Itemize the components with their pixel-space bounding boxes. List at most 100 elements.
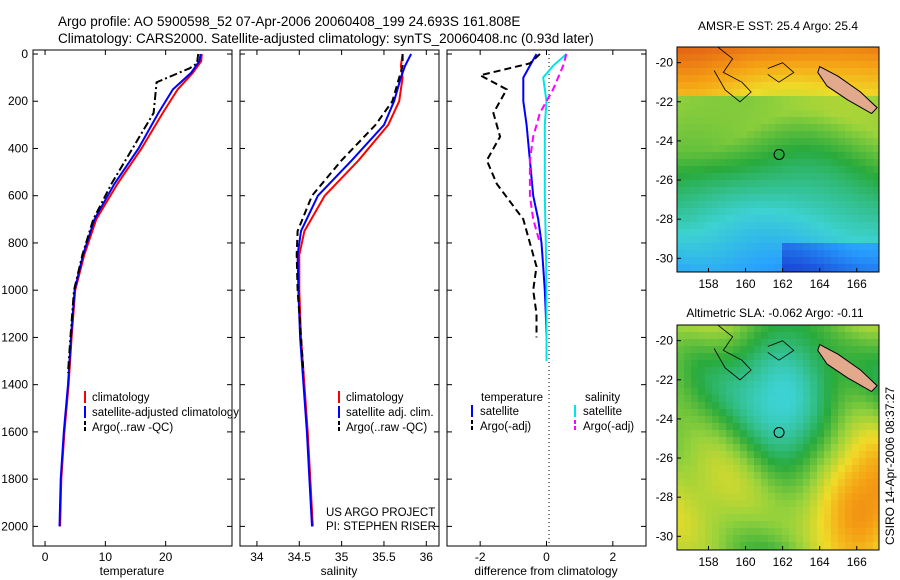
map-cell [754, 521, 761, 528]
map-cell [824, 395, 831, 402]
map-cell [852, 353, 859, 360]
series-line-temperature-argo-adj- [477, 53, 541, 338]
map-cell [726, 166, 733, 173]
legend-label: Argo(-adj) [583, 421, 634, 433]
map-cell [705, 222, 712, 229]
map-cell [712, 514, 719, 521]
map-cell [761, 332, 768, 339]
map-cell [796, 507, 803, 514]
map-cell [761, 96, 768, 103]
map-cell [817, 75, 824, 82]
map-cell [852, 61, 859, 68]
map-cell [705, 131, 712, 138]
x-tick-label: 34 [250, 550, 264, 564]
map-cell [789, 124, 796, 131]
map-cell [845, 325, 852, 332]
map-cell [705, 395, 712, 402]
map-cell [845, 236, 852, 243]
map-cell [726, 402, 733, 409]
map-cell [775, 479, 782, 486]
map-cell [873, 257, 879, 264]
map-cell [859, 500, 866, 507]
map-cell [789, 388, 796, 395]
map-cell [677, 430, 684, 437]
map-cell [677, 159, 684, 166]
map-cell [733, 388, 740, 395]
map-cell [866, 257, 873, 264]
map-cell [852, 138, 859, 145]
map-cell [712, 68, 719, 75]
map-cell [789, 103, 796, 110]
map-cell [831, 472, 838, 479]
argo-float-marker [773, 426, 785, 438]
map-cell [852, 201, 859, 208]
map-cell [845, 110, 852, 117]
map-cell [712, 472, 719, 479]
map-cell [775, 47, 782, 54]
map-cell [719, 458, 726, 465]
map-cell [817, 82, 824, 89]
map-cell [726, 430, 733, 437]
title-line-2: Climatology: CARS2000. Satellite-adjuste… [58, 31, 594, 46]
map-cell [852, 82, 859, 89]
map-cell [719, 201, 726, 208]
map-cell [733, 159, 740, 166]
map-cell [712, 187, 719, 194]
y-tick-label: 2000 [1, 519, 28, 533]
map-cell [824, 542, 831, 549]
map-cell [726, 458, 733, 465]
map-cell [845, 173, 852, 180]
map-cell [705, 82, 712, 89]
map-cell [705, 145, 712, 152]
map-cell [740, 215, 747, 222]
map-cell [691, 500, 698, 507]
map-cell [838, 145, 845, 152]
map-cell [782, 374, 789, 381]
map-cell [684, 521, 691, 528]
map-cell [789, 187, 796, 194]
map-cell [866, 61, 873, 68]
map-cell [817, 416, 824, 423]
map-cell [684, 479, 691, 486]
map-cell [782, 416, 789, 423]
map-cell [677, 325, 684, 332]
map-cell [817, 145, 824, 152]
x-tick-label: 20 [159, 550, 173, 564]
map-cell [684, 110, 691, 117]
map-cell [852, 325, 859, 332]
map-cell [831, 332, 838, 339]
map-cell [817, 493, 824, 500]
map-cell [817, 374, 824, 381]
map-cell [754, 388, 761, 395]
map-cell [845, 194, 852, 201]
map-cell [845, 465, 852, 472]
map-cell [824, 47, 831, 54]
map-cell [803, 493, 810, 500]
y-tick-label: 800 [8, 236, 28, 250]
map-cell [824, 264, 831, 271]
map-cell [740, 430, 747, 437]
map-cell [677, 110, 684, 117]
map-cell [817, 96, 824, 103]
map-cell [810, 243, 817, 250]
map-cell [873, 131, 879, 138]
map-cell [691, 542, 698, 549]
map-cell [789, 339, 796, 346]
map-cell [775, 187, 782, 194]
map-cell [873, 542, 879, 549]
map-cell [754, 339, 761, 346]
map-cell [810, 180, 817, 187]
map-cell [852, 339, 859, 346]
map-cell [831, 514, 838, 521]
map-cell [712, 444, 719, 451]
map-cell [705, 332, 712, 339]
map-cell [691, 75, 698, 82]
map-cell [684, 54, 691, 61]
map-cell [768, 82, 775, 89]
x-tick-label: 36 [420, 550, 434, 564]
map-cell [803, 236, 810, 243]
map-cell [726, 145, 733, 152]
map-cell [852, 215, 859, 222]
map-cell [712, 201, 719, 208]
map-cell [803, 514, 810, 521]
